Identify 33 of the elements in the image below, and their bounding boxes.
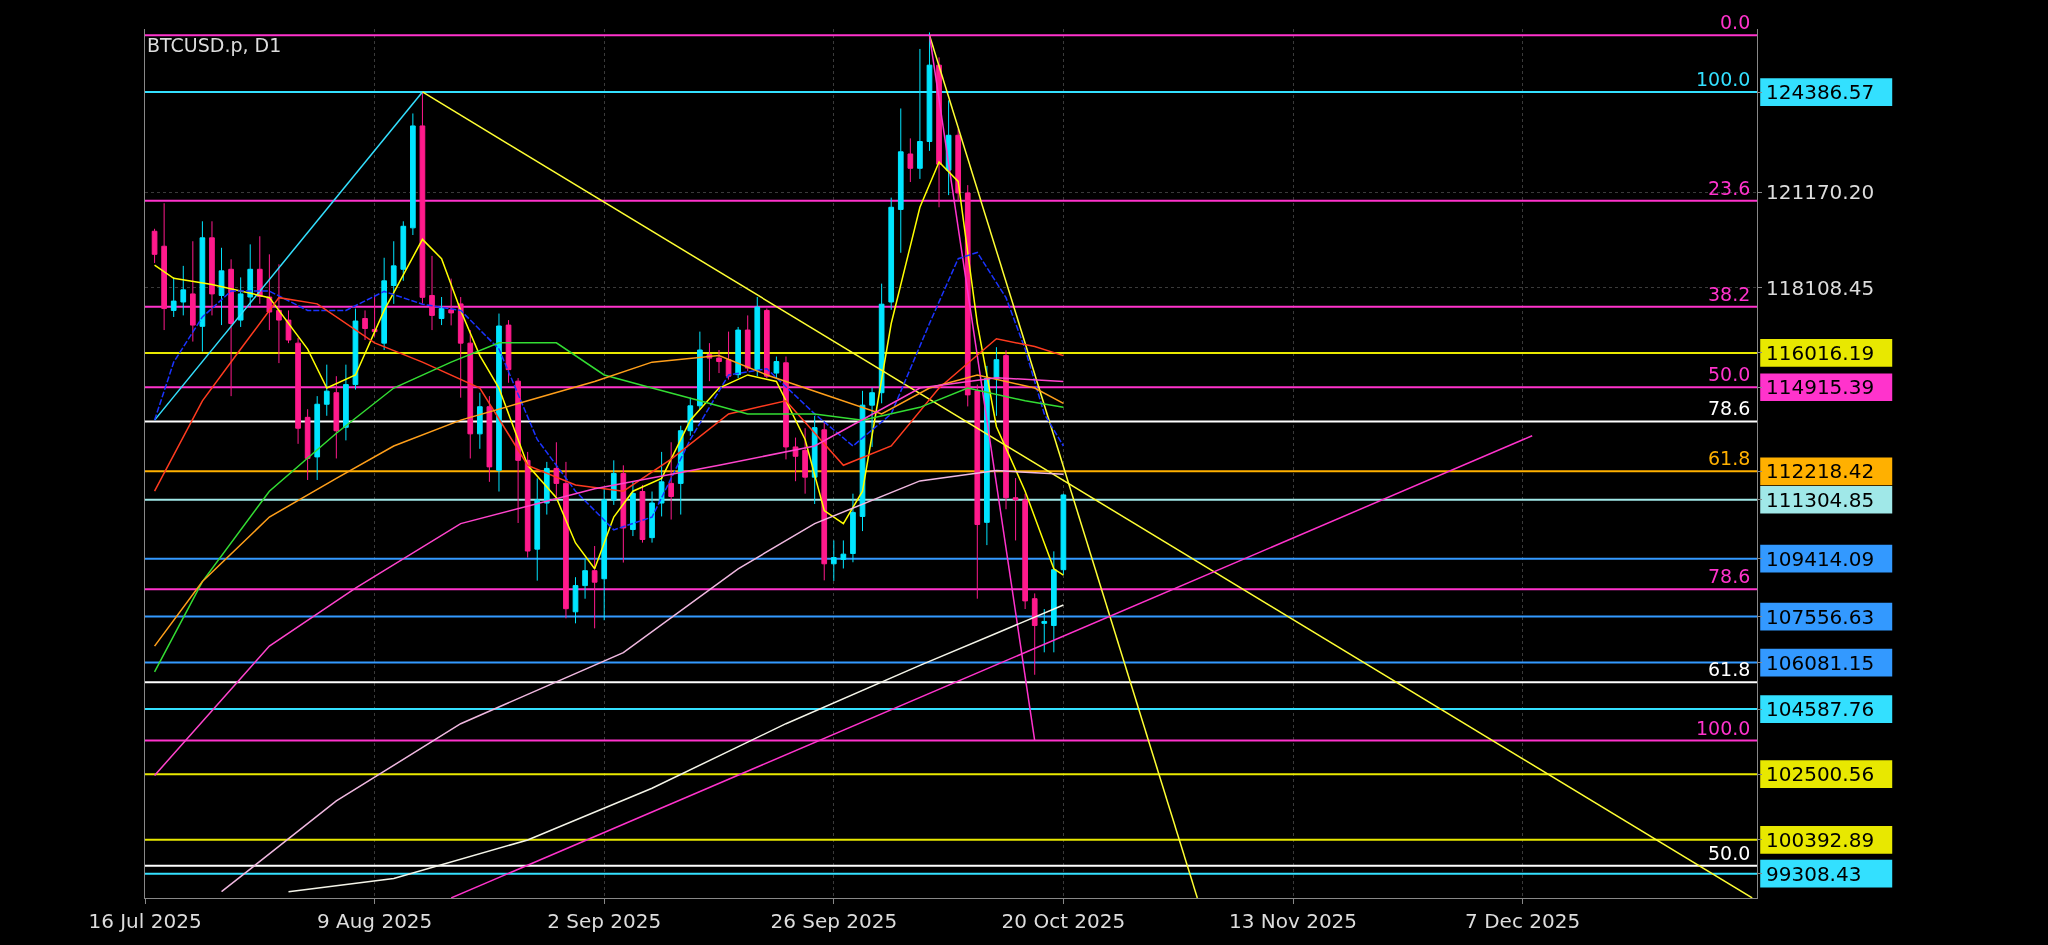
annotation: 38.2 — [1708, 283, 1751, 305]
y-tick-label: 106081.15 — [1766, 650, 1875, 675]
annotation: 78.6 — [1708, 565, 1751, 587]
y-tick-label: 118108.45 — [1766, 275, 1875, 300]
y-tick-label: 102500.56 — [1766, 762, 1875, 787]
y-tick-label: 99308.43 — [1766, 861, 1862, 886]
x-tick-label: 9 Aug 2025 — [316, 909, 433, 933]
y-tick-label: 104587.76 — [1766, 697, 1875, 722]
y-tick-label: 109414.09 — [1766, 546, 1875, 571]
annotation: 0.0 — [1720, 11, 1751, 33]
y-tick-label: 114915.39 — [1766, 375, 1875, 400]
y-tick-label: 121170.20 — [1766, 180, 1875, 205]
y-tick-label: 107556.63 — [1766, 604, 1875, 629]
y-tick-label: 124386.57 — [1766, 80, 1875, 105]
y-tick-label: 100392.89 — [1766, 827, 1875, 852]
annotation: 100.0 — [1696, 717, 1751, 739]
x-tick-label: 2 Sep 2025 — [547, 909, 662, 933]
chart-title: BTCUSD.p, D1 — [147, 33, 282, 56]
x-tick-label: 20 Oct 2025 — [1001, 909, 1126, 933]
annotation: 100.0 — [1696, 68, 1751, 90]
x-tick-label: 26 Sep 2025 — [770, 909, 898, 933]
annotation: 23.6 — [1708, 177, 1751, 199]
annotation: 50.0 — [1708, 363, 1751, 385]
annotation: 61.8 — [1708, 658, 1751, 680]
x-tick-label: 13 Nov 2025 — [1228, 909, 1358, 933]
y-tick-label: 116016.19 — [1766, 340, 1875, 365]
annotation: 50.0 — [1708, 842, 1751, 864]
annotation: 78.6 — [1708, 397, 1751, 419]
y-tick-label: 111304.85 — [1766, 487, 1875, 512]
x-tick-label: 7 Dec 2025 — [1465, 909, 1581, 933]
annotation: 61.8 — [1708, 447, 1751, 469]
x-tick-label: 16 Jul 2025 — [88, 909, 202, 933]
y-tick-label: 112218.42 — [1766, 459, 1875, 484]
